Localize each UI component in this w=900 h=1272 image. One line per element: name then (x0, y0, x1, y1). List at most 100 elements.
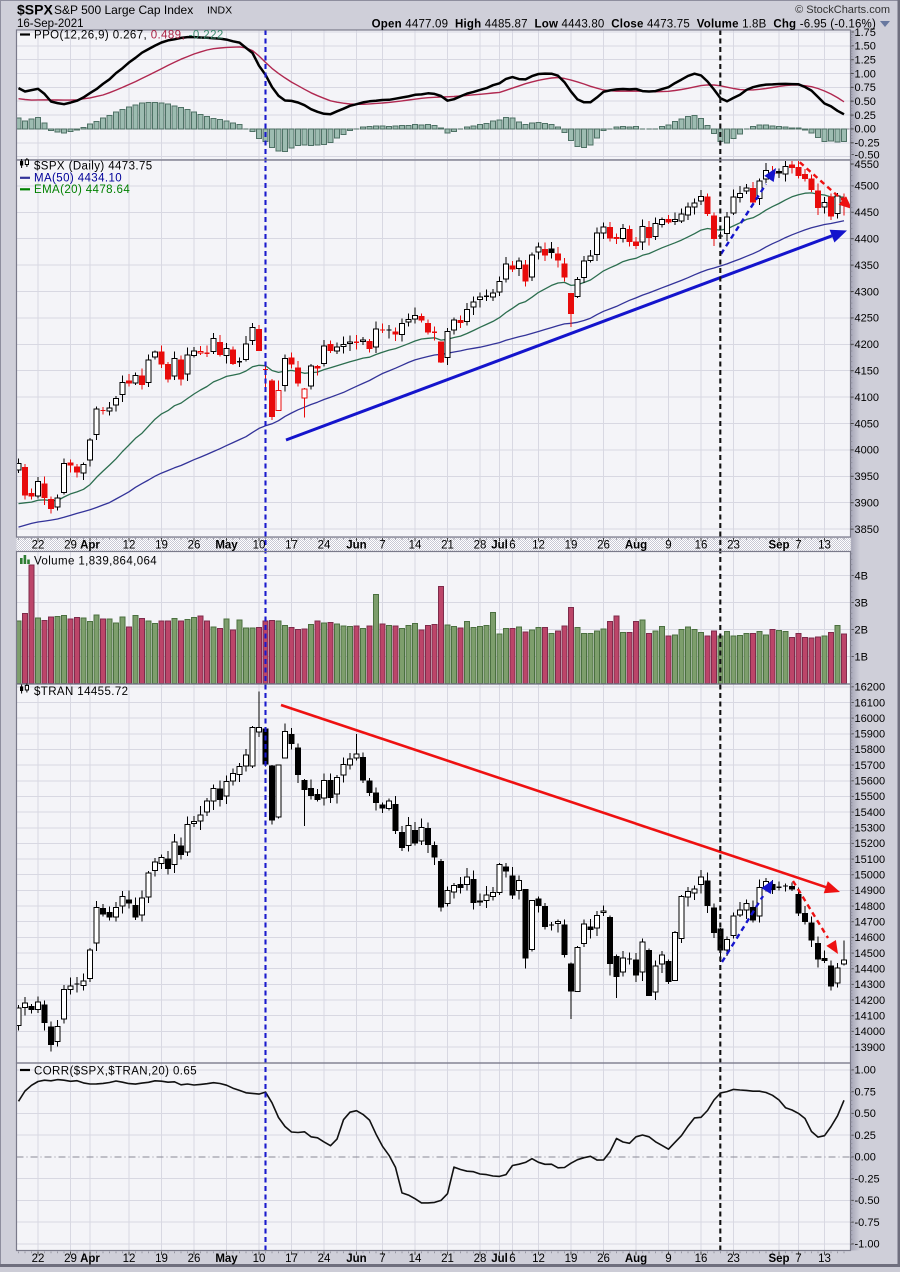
svg-text:29: 29 (64, 1253, 77, 1265)
svg-text:26: 26 (597, 1253, 610, 1265)
svg-text:-1.00: -1.00 (855, 1239, 880, 1251)
svg-text:14: 14 (409, 1253, 422, 1265)
svg-text:15200: 15200 (855, 838, 886, 850)
svg-text:Volume 1,839,864,064: Volume 1,839,864,064 (34, 556, 157, 568)
svg-text:0.00: 0.00 (855, 1152, 876, 1164)
svg-text:26: 26 (597, 540, 610, 552)
svg-text:1.50: 1.50 (855, 41, 876, 53)
svg-text:23: 23 (727, 1253, 740, 1265)
svg-text:0.25: 0.25 (855, 1130, 876, 1142)
svg-text:Sep: Sep (768, 1253, 789, 1265)
svg-text:9: 9 (665, 1253, 671, 1265)
svg-text:0.00: 0.00 (855, 124, 876, 136)
svg-text:Apr: Apr (80, 540, 100, 552)
svg-text:S&P 500 Large Cap Index: S&P 500 Large Cap Index (54, 3, 193, 17)
svg-text:1.25: 1.25 (855, 55, 876, 67)
svg-text:24: 24 (318, 540, 331, 552)
svg-text:22: 22 (32, 1253, 45, 1265)
svg-text:Jun: Jun (346, 1253, 366, 1265)
svg-text:EMA(20) 4478.64: EMA(20) 4478.64 (34, 184, 130, 196)
svg-text:9: 9 (665, 540, 671, 552)
svg-text:4250: 4250 (855, 313, 879, 325)
svg-text:4050: 4050 (855, 418, 879, 430)
svg-text:4000: 4000 (855, 445, 879, 457)
svg-text:$SPX (Daily) 4473.75: $SPX (Daily) 4473.75 (34, 161, 153, 173)
svg-text:Open 4477.09 High 4485.87: Open 4477.09 High 4485.87 Low 4443.80 Cl… (372, 19, 876, 31)
svg-text:May: May (215, 1253, 238, 1265)
svg-text:0.25: 0.25 (855, 110, 876, 122)
svg-text:Aug: Aug (625, 1253, 647, 1265)
svg-text:4550: 4550 (855, 159, 879, 171)
svg-text:4450: 4450 (855, 207, 879, 219)
svg-text:24: 24 (318, 1253, 331, 1265)
svg-text:16: 16 (695, 540, 708, 552)
svg-text:4300: 4300 (855, 286, 879, 298)
svg-text:0.75: 0.75 (855, 82, 876, 94)
svg-text:26: 26 (188, 1253, 201, 1265)
svg-text:29: 29 (64, 540, 77, 552)
svg-text:14200: 14200 (855, 995, 886, 1007)
svg-text:23: 23 (727, 540, 740, 552)
svg-text:15000: 15000 (855, 870, 886, 882)
svg-text:0.75: 0.75 (855, 1087, 876, 1099)
svg-text:4200: 4200 (855, 339, 879, 351)
svg-text:1B: 1B (855, 651, 868, 663)
svg-text:INDX: INDX (207, 5, 232, 17)
svg-text:14000: 14000 (855, 1026, 886, 1038)
svg-text:17: 17 (285, 540, 298, 552)
svg-text:1.00: 1.00 (855, 68, 876, 80)
svg-text:$TRAN 14455.72: $TRAN 14455.72 (34, 686, 128, 698)
svg-text:$SPX: $SPX (17, 2, 53, 18)
svg-text:3850: 3850 (855, 524, 879, 536)
svg-text:14900: 14900 (855, 885, 886, 897)
svg-text:6: 6 (509, 540, 515, 552)
svg-text:22: 22 (32, 540, 45, 552)
svg-text:19: 19 (155, 1253, 168, 1265)
svg-text:16200: 16200 (855, 682, 886, 694)
svg-text:4500: 4500 (855, 181, 879, 193)
svg-text:21: 21 (441, 540, 454, 552)
svg-text:12: 12 (532, 1253, 545, 1265)
svg-text:15900: 15900 (855, 729, 886, 741)
svg-text:16: 16 (695, 1253, 708, 1265)
svg-text:15600: 15600 (855, 776, 886, 788)
svg-text:16000: 16000 (855, 713, 886, 725)
svg-text:15500: 15500 (855, 791, 886, 803)
svg-text:15100: 15100 (855, 854, 886, 866)
svg-text:3B: 3B (855, 597, 868, 609)
svg-text:19: 19 (565, 1253, 578, 1265)
svg-text:13: 13 (818, 540, 831, 552)
svg-text:Jul: Jul (491, 540, 508, 552)
svg-text:6: 6 (509, 1253, 515, 1265)
svg-text:19: 19 (565, 540, 578, 552)
svg-text:14400: 14400 (855, 964, 886, 976)
svg-text:-0.25: -0.25 (855, 138, 880, 150)
svg-text:14800: 14800 (855, 901, 886, 913)
svg-text:2B: 2B (855, 624, 868, 636)
svg-text:14700: 14700 (855, 917, 886, 929)
svg-text:4B: 4B (855, 570, 868, 582)
svg-text:7: 7 (795, 1253, 801, 1265)
svg-text:PPO(12,26,9) 0.267, 0.489, -0.: PPO(12,26,9) 0.267, 0.489, -0.222 (34, 30, 224, 42)
svg-text:28: 28 (474, 540, 487, 552)
svg-text:0.50: 0.50 (855, 1108, 876, 1120)
svg-text:10: 10 (253, 540, 266, 552)
svg-text:13: 13 (818, 1253, 831, 1265)
svg-text:0.50: 0.50 (855, 96, 876, 108)
svg-text:7: 7 (379, 540, 385, 552)
svg-text:16100: 16100 (855, 697, 886, 709)
svg-text:10: 10 (253, 1253, 266, 1265)
svg-text:1.00: 1.00 (855, 1065, 876, 1077)
svg-text:28: 28 (474, 1253, 487, 1265)
svg-text:-0.75: -0.75 (855, 1217, 880, 1229)
svg-text:Jul: Jul (491, 1253, 508, 1265)
svg-text:15400: 15400 (855, 807, 886, 819)
svg-text:4400: 4400 (855, 234, 879, 246)
svg-text:4100: 4100 (855, 392, 879, 404)
svg-text:3950: 3950 (855, 471, 879, 483)
svg-text:14: 14 (409, 540, 422, 552)
svg-text:19: 19 (155, 540, 168, 552)
svg-text:7: 7 (379, 1253, 385, 1265)
svg-text:Aug: Aug (625, 540, 647, 552)
svg-text:12: 12 (123, 540, 136, 552)
